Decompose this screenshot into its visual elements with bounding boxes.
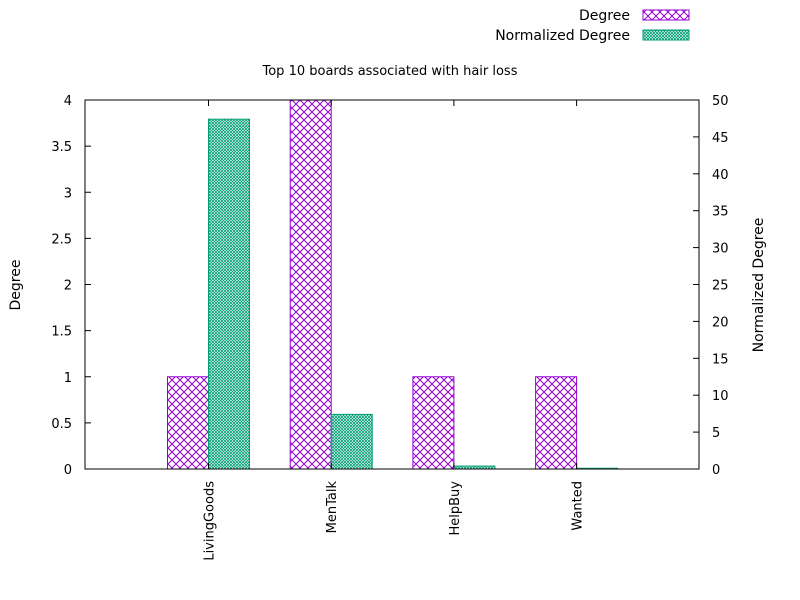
y2-tick-label: 50 <box>712 94 729 109</box>
y2-tick-label: 15 <box>712 352 729 367</box>
y-tick-label: 0.5 <box>51 417 72 432</box>
x-tick-label-mentalk: MenTalk <box>325 481 340 534</box>
y-tick-label: 4 <box>64 94 72 109</box>
bar-normalized-degree-livinggoods <box>208 118 250 470</box>
y2-tick-label: 40 <box>712 168 729 183</box>
y-tick-label: 1.5 <box>51 325 72 340</box>
y-tick-label: 3.5 <box>51 140 72 155</box>
y2-tick-label: 5 <box>712 426 720 441</box>
y-axis-label: Degree <box>8 260 24 311</box>
y-axis-right: 0 5 10 15 20 25 30 35 40 45 50 <box>693 94 729 478</box>
y-axis-left: 0 0.5 1 1.5 2 2.5 3 3.5 4 <box>51 94 91 478</box>
bar-degree-livinggoods <box>167 376 209 470</box>
y2-tick-label: 20 <box>712 315 729 330</box>
y-tick-label: 0 <box>64 463 72 478</box>
x-tick-label-helpbuy: HelpBuy <box>448 481 463 536</box>
y2-tick-label: 30 <box>712 242 729 257</box>
y-tick-label: 1 <box>64 371 72 386</box>
bar-degree-wanted <box>535 376 578 470</box>
chart-title: Top 10 boards associated with hair loss <box>262 64 518 79</box>
bar-degree-mentalk <box>289 99 332 470</box>
legend-swatch-degree <box>642 9 690 21</box>
x-axis: LivingGoods MenTalk HelpBuy Wanted <box>203 100 586 561</box>
y-tick-label: 2.5 <box>51 232 72 247</box>
x-tick-label-wanted: Wanted <box>571 481 586 531</box>
x-tick-label-livinggoods: LivingGoods <box>203 481 218 561</box>
bar-normalized-degree-mentalk <box>330 413 373 470</box>
bars <box>167 99 619 470</box>
y2-tick-label: 10 <box>712 389 729 404</box>
legend-label-normalized-degree: Normalized Degree <box>495 28 630 44</box>
y2-tick-label: 25 <box>712 279 729 294</box>
y2-tick-label: 35 <box>712 205 729 220</box>
y-tick-label: 3 <box>64 186 72 201</box>
legend-swatch-normalized-degree <box>642 29 690 41</box>
y-tick-label: 2 <box>64 279 72 294</box>
y2-tick-label: 0 <box>712 463 720 478</box>
legend-label-degree: Degree <box>579 8 630 24</box>
y2-tick-label: 45 <box>712 131 729 146</box>
y2-axis-label: Normalized Degree <box>751 218 767 353</box>
legend: Degree Normalized Degree <box>495 8 690 44</box>
bar-degree-helpbuy <box>412 376 455 470</box>
